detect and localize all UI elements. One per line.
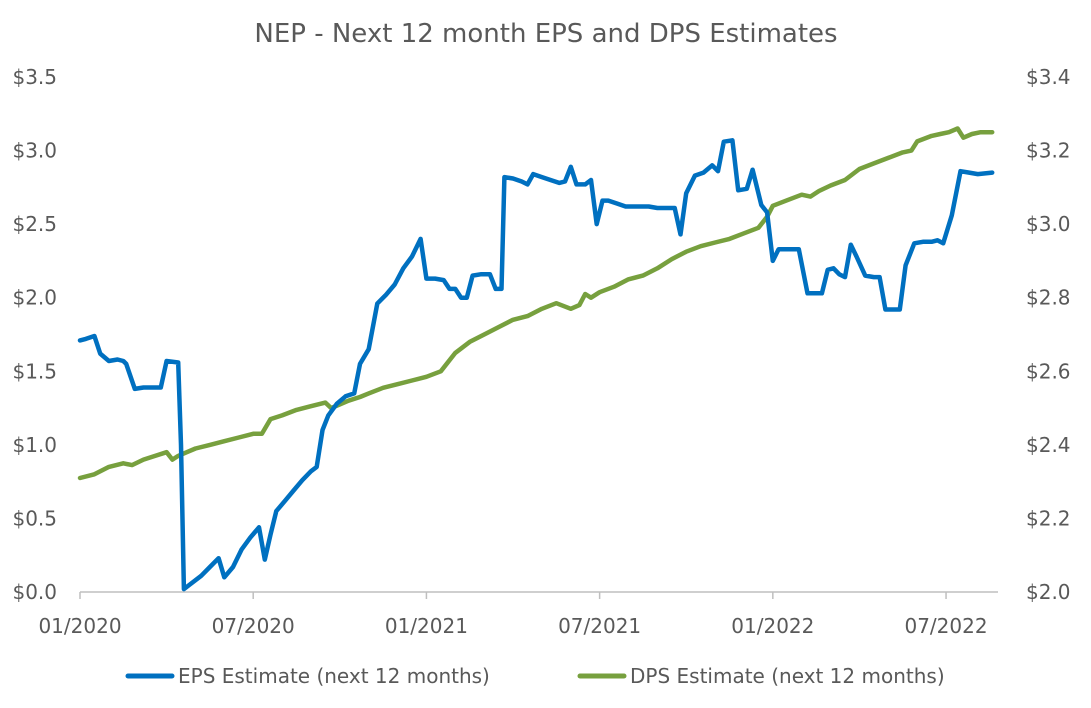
chart-title: NEP - Next 12 month EPS and DPS Estimate… xyxy=(254,19,837,49)
dps-series-line xyxy=(77,126,995,481)
y-left-tick-label: $2.0 xyxy=(12,286,57,310)
legend-item-eps-label: EPS Estimate (next 12 months) xyxy=(178,664,490,688)
y-right-tick-label: $3.0 xyxy=(1026,212,1071,236)
axes-layer: 01/2020 07/2020 01/2021 07/2021 01/2022 07/20… xyxy=(12,65,1070,638)
x-tick-label: 01/2021 xyxy=(385,614,468,638)
y-left-tick-label: $0.5 xyxy=(12,506,57,530)
y-right-tick-label: $3.2 xyxy=(1026,139,1071,163)
x-tick-label: 01/2022 xyxy=(731,614,814,638)
x-tick-label: 07/2022 xyxy=(904,614,987,638)
x-tick-label: 07/2020 xyxy=(212,614,295,638)
y-right-tick-label: $3.4 xyxy=(1026,65,1071,89)
y-left-tick-label: $1.5 xyxy=(12,359,57,383)
legend-item-dps-label: DPS Estimate (next 12 months) xyxy=(630,664,945,688)
y-left-tick-label: $3.5 xyxy=(12,65,57,89)
y-left-tick-label: $0.0 xyxy=(12,580,57,604)
x-tick-label: 01/2020 xyxy=(38,614,121,638)
y-right-tick-label: $2.0 xyxy=(1026,580,1071,604)
y-right-tick-label: $2.4 xyxy=(1026,433,1071,457)
y-left-tick-label: $1.0 xyxy=(12,433,57,457)
y-right-tick-label: $2.2 xyxy=(1026,506,1071,530)
series-layer xyxy=(77,126,995,592)
y-right-tick-label: $2.6 xyxy=(1026,359,1071,383)
eps-series-line xyxy=(77,138,995,592)
y-left-tick-label: $2.5 xyxy=(12,212,57,236)
x-tick-label: 07/2021 xyxy=(558,614,641,638)
y-right-tick-label: $2.8 xyxy=(1026,286,1071,310)
y-left-tick-label: $3.0 xyxy=(12,139,57,163)
legend: EPS Estimate (next 12 months) DPS Estimat… xyxy=(125,664,945,688)
